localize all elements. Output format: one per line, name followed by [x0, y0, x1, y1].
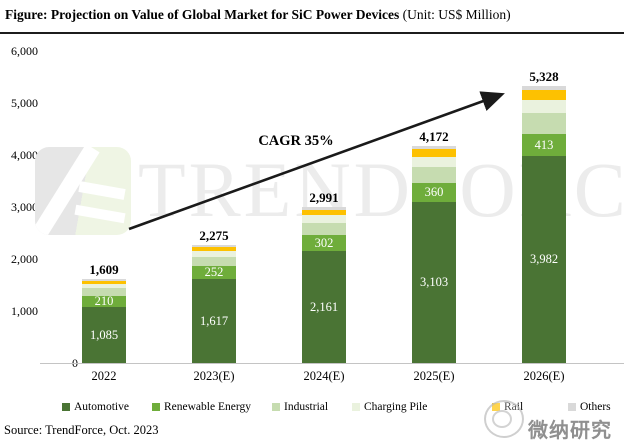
- x-axis-label: 2026(E): [523, 369, 565, 383]
- legend-swatch-industrial: [272, 402, 280, 411]
- bar-segment-charging-pile: [302, 215, 346, 223]
- x-axis-label: 2022: [91, 369, 117, 383]
- bar-segment-automotive: [412, 201, 456, 363]
- y-tick-1000: 1,000: [11, 304, 38, 318]
- bar-total-label: 5,328: [529, 68, 559, 84]
- x-axis-label: 2024(E): [303, 369, 345, 383]
- cagr-annotation: CAGR 35%: [258, 133, 334, 149]
- x-axis-label: 2025(E): [413, 369, 455, 383]
- segment-value-label-automotive: 3,103: [419, 275, 449, 290]
- bar-segment-renewable-energy: [522, 134, 566, 156]
- legend-item-automotive: Automotive: [62, 401, 129, 413]
- y-tick-5000: 5,000: [11, 96, 38, 110]
- y-tick-6000: 6,000: [11, 44, 38, 58]
- weina-watermark-text: 微纳研究院: [528, 420, 612, 442]
- bar-total-label: 2,275: [199, 227, 229, 243]
- legend-swatch-automotive: [62, 402, 70, 411]
- bar-total-label: 2,991: [309, 190, 339, 206]
- bar-segment-rail: [192, 246, 236, 251]
- figure-title-main: Figure: Projection on Value of Global Ma…: [5, 7, 400, 22]
- segment-value-label-automotive: 1,617: [199, 313, 229, 328]
- legend-swatch-charging-pile: [352, 402, 360, 411]
- x-axis-label: 2023(E): [193, 369, 235, 383]
- legend-item-renewable-energy: Renewable Energy: [152, 401, 251, 413]
- segment-value-label-automotive: 2,161: [309, 299, 339, 314]
- bar-segment-renewable-energy: [192, 265, 236, 279]
- bar-segment-automotive: [522, 155, 566, 363]
- title-divider-line: [0, 32, 624, 34]
- bar-segment-others: [192, 244, 236, 247]
- bar-segment-renewable-energy: [82, 295, 126, 307]
- bar-segment-automotive: [82, 306, 126, 363]
- bar-segment-others: [82, 279, 126, 281]
- segment-value-label-automotive: 1,085: [89, 327, 119, 342]
- segment-value-label-renewable-energy: 302: [314, 235, 334, 250]
- y-tick-3000: 3,000: [11, 200, 38, 214]
- source-note: Source: TrendForce, Oct. 2023: [4, 423, 159, 437]
- legend: Automotive Renewable Energy Industrial C…: [0, 398, 624, 416]
- segment-value-label-renewable-energy: 360: [424, 185, 444, 200]
- bar-segment-others: [302, 207, 346, 210]
- segment-value-label-renewable-energy: 210: [94, 294, 114, 309]
- bar-segment-industrial: [522, 113, 566, 135]
- x-axis-line: [40, 363, 624, 364]
- figure-title-unit: (Unit: US$ Million): [399, 7, 511, 22]
- bar-segment-others: [412, 146, 456, 150]
- legend-swatch-renewable-energy: [152, 402, 160, 411]
- bar-segment-rail: [82, 280, 126, 285]
- bar-segment-industrial: [82, 288, 126, 296]
- legend-swatch-others: [568, 402, 576, 411]
- segment-value-label-automotive: 3,982: [529, 252, 559, 267]
- segment-value-label-renewable-energy: 413: [534, 138, 554, 153]
- bar-segment-rail: [302, 209, 346, 216]
- bar-segment-charging-pile: [522, 100, 566, 114]
- bar-total-label: 1,609: [89, 262, 119, 278]
- bar-segment-others: [522, 85, 566, 91]
- figure-title: Figure: Projection on Value of Global Ma…: [5, 7, 511, 23]
- segment-value-label-renewable-energy: 252: [204, 265, 224, 280]
- y-tick-2000: 2,000: [11, 252, 38, 266]
- y-tick-4000: 4,000: [11, 148, 38, 162]
- bar-segment-automotive: [192, 278, 236, 363]
- bar-segment-rail: [522, 90, 566, 101]
- bar-segment-renewable-energy: [302, 234, 346, 251]
- bar-segment-charging-pile: [192, 250, 236, 257]
- bar-segment-industrial: [412, 166, 456, 183]
- bar-segment-rail: [412, 149, 456, 157]
- weina-watermark: 微纳研究院: [478, 394, 624, 444]
- bar-segment-industrial: [192, 256, 236, 266]
- bar-segment-charging-pile: [412, 156, 456, 167]
- trendforce-logo-icon: [35, 147, 131, 235]
- bar-segment-industrial: [302, 222, 346, 235]
- bar-total-label: 4,172: [419, 129, 449, 145]
- legend-item-industrial: Industrial: [272, 401, 328, 413]
- legend-item-others: Others: [568, 401, 611, 413]
- bar-segment-charging-pile: [82, 284, 126, 289]
- bar-segment-renewable-energy: [412, 182, 456, 202]
- bar-segment-automotive: [302, 250, 346, 363]
- legend-item-charging-pile: Charging Pile: [352, 401, 427, 413]
